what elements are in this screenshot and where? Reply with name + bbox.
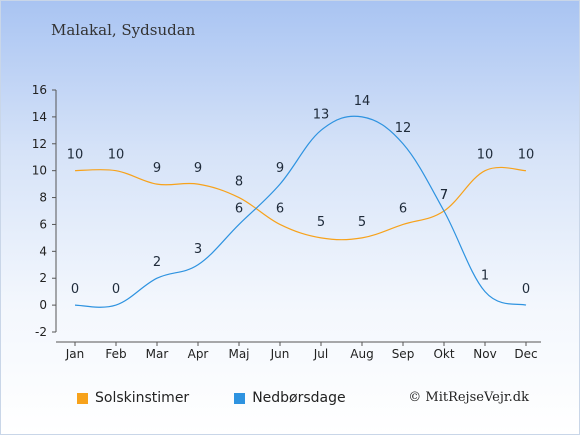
x-tick-label: Dec: [514, 347, 537, 361]
x-tick-label: Aug: [350, 347, 373, 361]
data-label-0: 5: [317, 215, 325, 230]
x-tick-label: Nov: [473, 347, 496, 361]
data-label-1: 3: [194, 242, 202, 257]
x-tick-label: Mar: [146, 347, 169, 361]
data-label-1: 0: [71, 282, 79, 297]
y-tick-label: 10: [32, 164, 47, 178]
y-tick-label: -2: [35, 325, 47, 339]
data-label-0: 9: [194, 161, 202, 176]
data-label-1: 2: [153, 255, 161, 270]
x-tick-label: Jun: [270, 347, 290, 361]
data-label-1: 1: [481, 269, 489, 284]
y-tick-label: 16: [32, 83, 47, 97]
data-label-1: 0: [112, 282, 120, 297]
data-label-1: 0: [522, 282, 530, 297]
data-label-0: 10: [477, 148, 494, 163]
data-label-0: 6: [399, 201, 407, 216]
data-label-0: 10: [67, 148, 84, 163]
x-tick-label: Jul: [313, 347, 328, 361]
data-label-1: 6: [235, 201, 243, 216]
y-tick-label: 6: [39, 217, 47, 231]
x-tick-label: Maj: [228, 347, 249, 361]
legend-label-nedborsdage: Nedbørsdage: [252, 390, 346, 406]
data-label-0: 9: [153, 161, 161, 176]
legend: Solskinstimer Nedbørsdage: [77, 390, 391, 406]
x-tick-label: Sep: [392, 347, 415, 361]
series-lines: [74, 115, 527, 308]
data-label-1: 9: [276, 161, 284, 176]
data-label-0: 10: [108, 148, 125, 163]
data-label-1: 14: [354, 94, 371, 109]
series-line-0: [74, 166, 527, 241]
legend-swatch-solskinstimer: [77, 392, 88, 404]
series-line-1: [74, 115, 527, 308]
x-tick-label: Apr: [188, 347, 209, 361]
legend-item-nedborsdage: Nedbørsdage: [234, 390, 346, 406]
legend-swatch-nedborsdage: [234, 392, 246, 404]
y-tick-label: 4: [39, 244, 47, 258]
y-tick-label: 14: [32, 110, 47, 124]
y-tick-label: 12: [32, 137, 47, 151]
data-label-1: 12: [395, 121, 412, 136]
data-label-0: 5: [358, 215, 366, 230]
copyright-text: © MitRejseVejr.dk: [408, 390, 529, 405]
data-label-0: 8: [235, 175, 243, 190]
y-tick-label: 8: [39, 191, 47, 205]
x-tick-label: Jan: [65, 347, 85, 361]
data-label-0: 7: [440, 188, 448, 203]
chart-title: Malakal, Sydsudan: [51, 21, 196, 39]
data-label-1: 7: [440, 188, 448, 203]
y-tick-label: 0: [39, 298, 47, 312]
x-tick-label: Feb: [105, 347, 126, 361]
y-tick-label: 2: [39, 271, 47, 285]
data-label-0: 10: [518, 148, 535, 163]
data-label-1: 13: [313, 107, 330, 122]
x-tick-label: Okt: [433, 347, 454, 361]
legend-label-solskinstimer: Solskinstimer: [95, 390, 190, 406]
data-label-0: 6: [276, 201, 284, 216]
legend-item-solskinstimer: Solskinstimer: [77, 390, 189, 406]
